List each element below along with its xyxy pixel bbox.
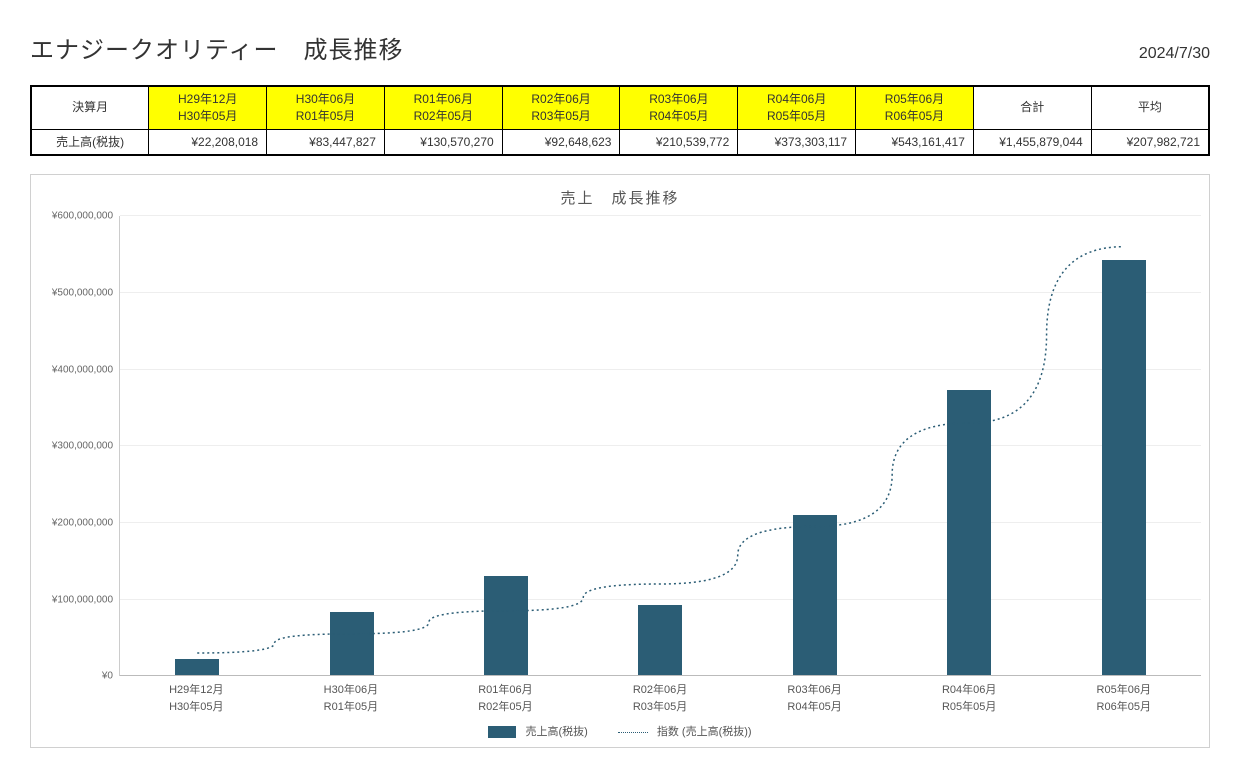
period-cell: R04年06月R05年05月: [738, 86, 856, 129]
sales-value: ¥22,208,018: [149, 129, 267, 155]
y-tick-label: ¥400,000,000: [52, 364, 113, 375]
sales-value: ¥130,570,270: [384, 129, 502, 155]
y-tick-label: ¥300,000,000: [52, 441, 113, 452]
y-tick-label: ¥600,000,000: [52, 211, 113, 222]
sales-value: ¥92,648,623: [502, 129, 620, 155]
y-axis: ¥0¥100,000,000¥200,000,000¥300,000,000¥4…: [39, 216, 119, 676]
growth-chart: 売上 成長推移 ¥0 ¥100,000,000 ¥200,000,000 ¥300,0…: [30, 174, 1210, 748]
legend-item-bar: 売上高(税抜): [488, 723, 587, 739]
table-value-row: 売上高(税抜) ¥22,208,018 ¥83,447,827 ¥130,570…: [31, 129, 1209, 155]
sales-row-label: 売上高(税抜): [31, 129, 149, 155]
chart-title: 売上 成長推移: [39, 187, 1201, 208]
x-tick-label: R05年06月R06年05月: [1046, 682, 1201, 715]
x-tick-label: R01年06月R02年05月: [428, 682, 583, 715]
period-cell: R01年06月R02年05月: [384, 86, 502, 129]
sales-value: ¥83,447,827: [267, 129, 385, 155]
table-header-row: 決算月 H29年12月H30年05月 H30年06月R01年05月 R01年06…: [31, 86, 1209, 129]
period-row-label: 決算月: [31, 86, 149, 129]
x-tick-label: R03年06月R04年05月: [737, 682, 892, 715]
summary-table: 決算月 H29年12月H30年05月 H30年06月R01年05月 R01年06…: [30, 85, 1210, 156]
period-cell: R02年06月R03年05月: [502, 86, 620, 129]
chart-bar: [175, 659, 219, 676]
period-cell: R03年06月R04年05月: [620, 86, 738, 129]
period-cell: H29年12月H30年05月: [149, 86, 267, 129]
legend-line-swatch: [618, 732, 648, 733]
chart-bar: [330, 612, 374, 676]
x-tick-label: H29年12月H30年05月: [119, 682, 274, 715]
legend-bar-swatch: [488, 726, 516, 738]
x-axis: H29年12月H30年05月H30年06月R01年05月R01年06月R02年0…: [119, 676, 1201, 715]
chart-bar: [638, 605, 682, 676]
report-date: 2024/7/30: [1139, 45, 1210, 63]
sales-value: ¥210,539,772: [620, 129, 738, 155]
chart-bar: [793, 515, 837, 676]
x-tick-label: R02年06月R03年05月: [583, 682, 738, 715]
chart-legend: 売上高(税抜) 指数 (売上高(税抜)): [39, 715, 1201, 739]
page-title: エナジークオリティー 成長推移: [30, 30, 404, 65]
x-tick-label: H30年06月R01年05月: [274, 682, 429, 715]
sales-average: ¥207,982,721: [1091, 129, 1209, 155]
period-cell: R05年06月R06年05月: [856, 86, 974, 129]
sales-value: ¥373,303,117: [738, 129, 856, 155]
average-header: 平均: [1091, 86, 1209, 129]
chart-bar: [947, 390, 991, 676]
legend-item-line: 指数 (売上高(税抜)): [618, 723, 752, 739]
sales-total: ¥1,455,879,044: [973, 129, 1091, 155]
plot-area: [119, 216, 1201, 676]
period-cell: H30年06月R01年05月: [267, 86, 385, 129]
legend-bar-label: 売上高(税抜): [525, 726, 587, 738]
y-tick-label: ¥100,000,000: [52, 594, 113, 605]
y-tick-label: ¥200,000,000: [52, 518, 113, 529]
y-tick-label: ¥500,000,000: [52, 288, 113, 299]
y-tick-label: ¥0: [102, 671, 113, 682]
legend-line-label: 指数 (売上高(税抜)): [657, 726, 752, 738]
total-header: 合計: [973, 86, 1091, 129]
chart-bar: [1102, 260, 1146, 676]
sales-value: ¥543,161,417: [856, 129, 974, 155]
chart-bar: [484, 576, 528, 676]
x-tick-label: R04年06月R05年05月: [892, 682, 1047, 715]
